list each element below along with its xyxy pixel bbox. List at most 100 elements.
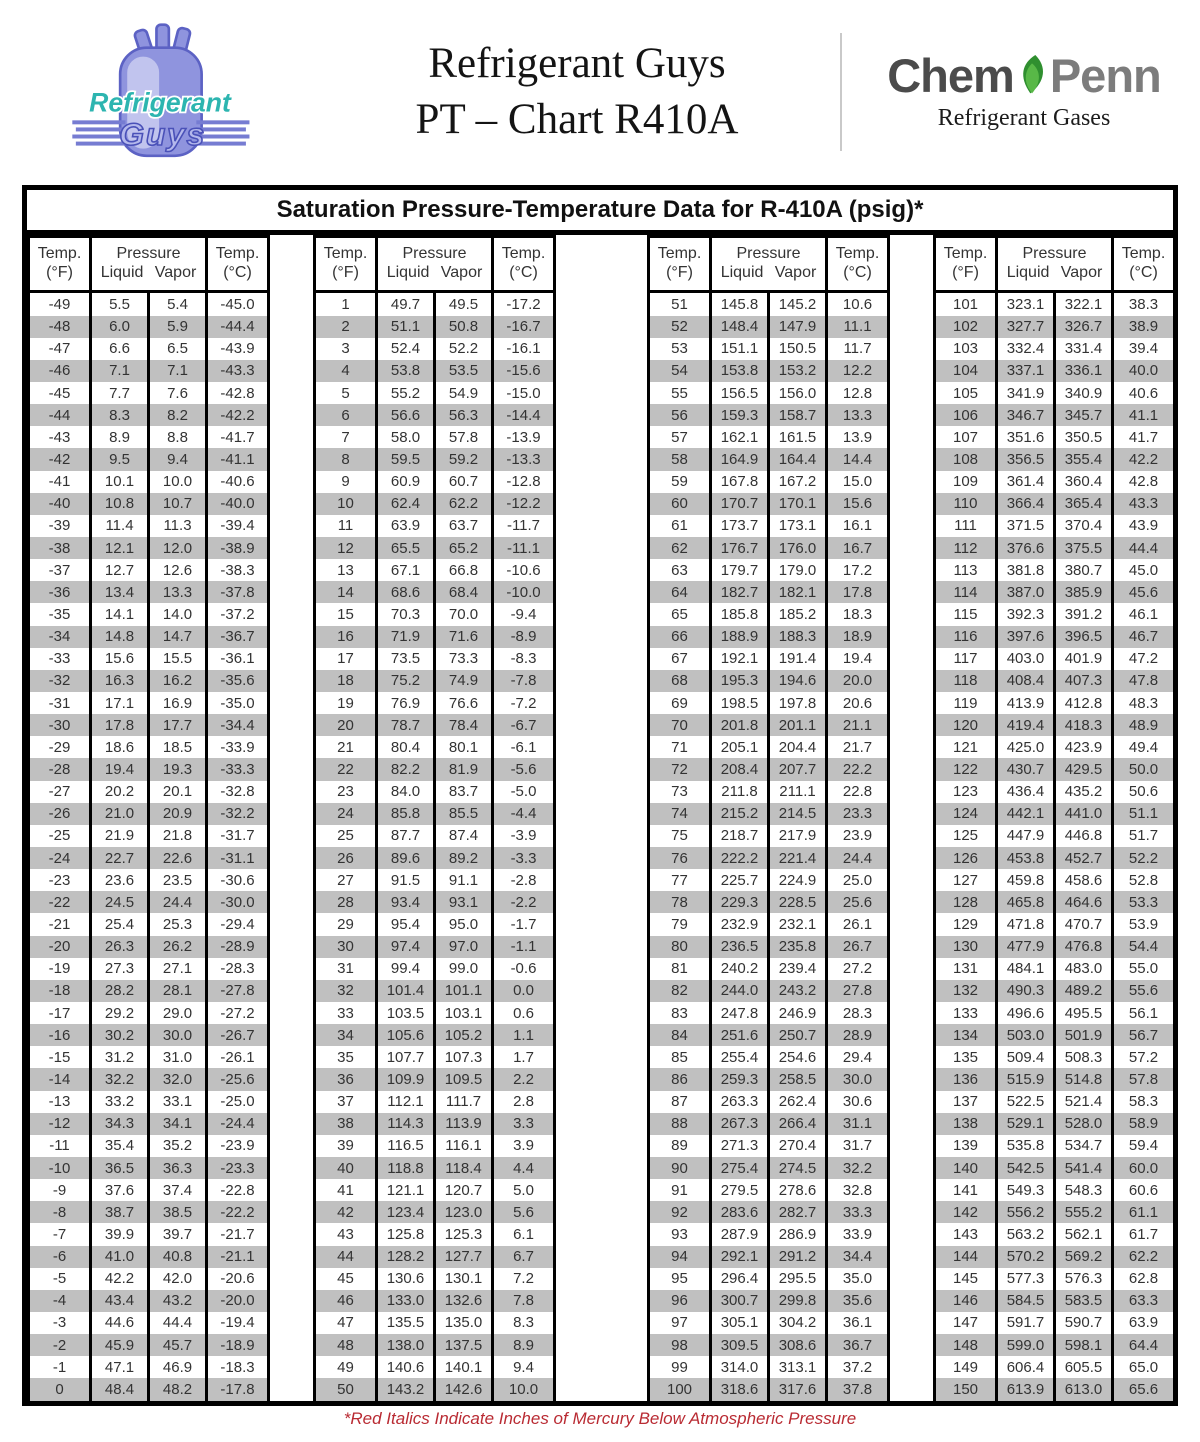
column-spacer	[554, 691, 649, 715]
cell-temp-c: -6.7	[491, 714, 556, 737]
cell-temp-c: 23.3	[825, 802, 890, 825]
cell-liquid-psig: 53.8	[375, 359, 436, 383]
cell-temp-c: 10.6	[825, 291, 890, 316]
cell-liquid-psig: 413.9	[995, 691, 1056, 715]
cell-liquid-psig: 14.1	[89, 603, 150, 626]
cell-temp-f: -17	[27, 1001, 92, 1025]
cell-temp-f: 86	[647, 1068, 712, 1091]
table-row: -8 38.7 38.5 -22.2 42 123.4 123.0 5.6 92 283.6 282…	[27, 1201, 1176, 1224]
cell-temp-c: 19.4	[825, 647, 890, 670]
cell-temp-f: -49	[27, 291, 92, 316]
cell-temp-c: 48.9	[1111, 714, 1176, 737]
column-spacer	[554, 603, 649, 626]
cell-temp-f: 129	[933, 913, 998, 936]
column-spacer	[268, 913, 315, 936]
cell-vapor-psig: 370.4	[1053, 514, 1114, 537]
cell-temp-f: 122	[933, 758, 998, 781]
cell-liquid-psig: 87.7	[375, 824, 436, 847]
cell-temp-f: 78	[647, 891, 712, 914]
cell-vapor-psig: 24.4	[147, 891, 208, 914]
column-spacer	[888, 1201, 935, 1224]
cell-vapor-psig: 7.6	[147, 382, 208, 405]
cell-temp-c: -43.9	[205, 337, 270, 360]
cell-temp-f: 136	[933, 1068, 998, 1091]
cell-liquid-psig: 145.8	[709, 291, 770, 316]
cell-vapor-psig: 243.2	[767, 979, 828, 1002]
cell-temp-c: 38.3	[1111, 291, 1176, 316]
cell-temp-f: -14	[27, 1068, 92, 1091]
cell-liquid-psig: 73.5	[375, 647, 436, 670]
cell-vapor-psig: 49.5	[433, 291, 494, 316]
cell-temp-f: -1	[27, 1356, 92, 1379]
cell-liquid-psig: 27.3	[89, 957, 150, 980]
cell-temp-c: -1.1	[491, 935, 556, 958]
cell-temp-f: 119	[933, 691, 998, 715]
cell-temp-f: 40	[313, 1156, 378, 1180]
cell-temp-f: 130	[933, 935, 998, 958]
column-spacer	[888, 603, 935, 626]
cell-temp-c: -33.9	[205, 736, 270, 759]
cell-vapor-psig: 10.7	[147, 492, 208, 515]
column-spacer	[888, 1223, 935, 1246]
cell-vapor-psig: 412.8	[1053, 691, 1114, 715]
column-spacer	[268, 537, 315, 560]
cell-liquid-psig: 549.3	[995, 1179, 1056, 1202]
cell-temp-f: -5	[27, 1267, 92, 1290]
cell-vapor-psig: 65.2	[433, 537, 494, 560]
cell-vapor-psig: 380.7	[1053, 559, 1114, 582]
cell-temp-c: 63.9	[1111, 1311, 1176, 1335]
cell-vapor-psig: 266.4	[767, 1112, 828, 1135]
cell-vapor-psig: 83.7	[433, 780, 494, 803]
cell-temp-c: 30.0	[825, 1068, 890, 1091]
cell-temp-c: -17.8	[205, 1378, 270, 1401]
cell-vapor-psig: 60.7	[433, 470, 494, 493]
cell-temp-c: 1.7	[491, 1046, 556, 1069]
cell-liquid-psig: 318.6	[709, 1378, 770, 1401]
cell-liquid-psig: 20.2	[89, 780, 150, 803]
cell-temp-f: 98	[647, 1334, 712, 1357]
cell-liquid-psig: 577.3	[995, 1267, 1056, 1290]
cell-liquid-psig: 95.4	[375, 913, 436, 936]
cell-temp-f: 1	[313, 291, 378, 316]
cell-vapor-psig: 81.9	[433, 758, 494, 781]
cell-vapor-psig: 11.3	[147, 514, 208, 537]
column-spacer	[554, 1334, 649, 1357]
cell-vapor-psig: 14.7	[147, 625, 208, 648]
cell-temp-c: -39.4	[205, 514, 270, 537]
cell-temp-f: 87	[647, 1090, 712, 1113]
cell-liquid-psig: 16.3	[89, 669, 150, 692]
column-spacer	[554, 1245, 649, 1268]
cell-vapor-psig: 150.5	[767, 337, 828, 360]
footnote: *Red Italics Indicate Inches of Mercury …	[343, 1409, 857, 1428]
column-spacer	[554, 714, 649, 737]
cell-temp-f: -15	[27, 1046, 92, 1069]
column-spacer	[888, 514, 935, 537]
header-liquid: Liquid	[100, 264, 144, 281]
table-row: -10 36.5 36.3 -23.3 40 118.8 118.4 4.4 90 275.4 27…	[27, 1156, 1176, 1180]
cell-vapor-psig: 29.0	[147, 1001, 208, 1025]
cell-temp-f: 53	[647, 337, 712, 360]
column-spacer	[888, 359, 935, 383]
cell-liquid-psig: 255.4	[709, 1046, 770, 1069]
cell-temp-f: 32	[313, 979, 378, 1002]
cell-vapor-psig: 555.2	[1053, 1201, 1114, 1224]
cell-temp-f: 99	[647, 1356, 712, 1379]
column-spacer	[888, 382, 935, 405]
cell-temp-f: 112	[933, 537, 998, 560]
cell-temp-c: 1.1	[491, 1024, 556, 1047]
cell-vapor-psig: 53.5	[433, 359, 494, 383]
table-row: -17 29.2 29.0 -27.2 33 103.5 103.1 0.6 83 247.8 24…	[27, 1001, 1176, 1025]
table-row: -42 9.5 9.4 -41.1 8 59.5 59.2 -13.3 58 164.9 164.4…	[27, 448, 1176, 471]
cell-temp-f: 117	[933, 647, 998, 670]
chempenn-penn-text: Penn	[1049, 48, 1162, 102]
cell-temp-c: -22.8	[205, 1179, 270, 1202]
cell-liquid-psig: 12.1	[89, 537, 150, 560]
cell-temp-f: 121	[933, 736, 998, 759]
column-spacer	[554, 404, 649, 427]
cell-temp-f: 89	[647, 1134, 712, 1157]
cell-temp-f: -34	[27, 625, 92, 648]
column-spacer	[888, 404, 935, 427]
cell-liquid-psig: 542.5	[995, 1156, 1056, 1180]
cell-liquid-psig: 170.7	[709, 492, 770, 515]
cell-vapor-psig: 446.8	[1053, 824, 1114, 847]
